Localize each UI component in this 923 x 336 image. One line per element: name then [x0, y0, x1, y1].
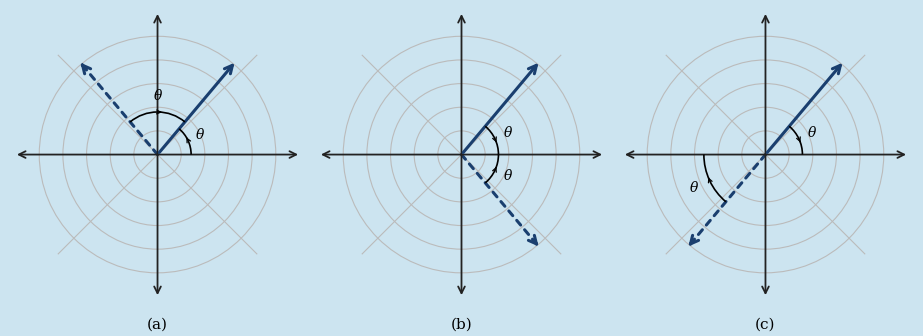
Text: θ: θ	[153, 89, 162, 103]
Text: θ: θ	[690, 181, 699, 195]
Text: (a): (a)	[147, 317, 168, 331]
Text: θ: θ	[808, 126, 816, 140]
Text: θ: θ	[504, 169, 512, 183]
Text: θ: θ	[504, 126, 512, 140]
Text: (c): (c)	[755, 317, 775, 331]
Text: (b): (b)	[450, 317, 473, 331]
Text: θ: θ	[196, 128, 204, 142]
